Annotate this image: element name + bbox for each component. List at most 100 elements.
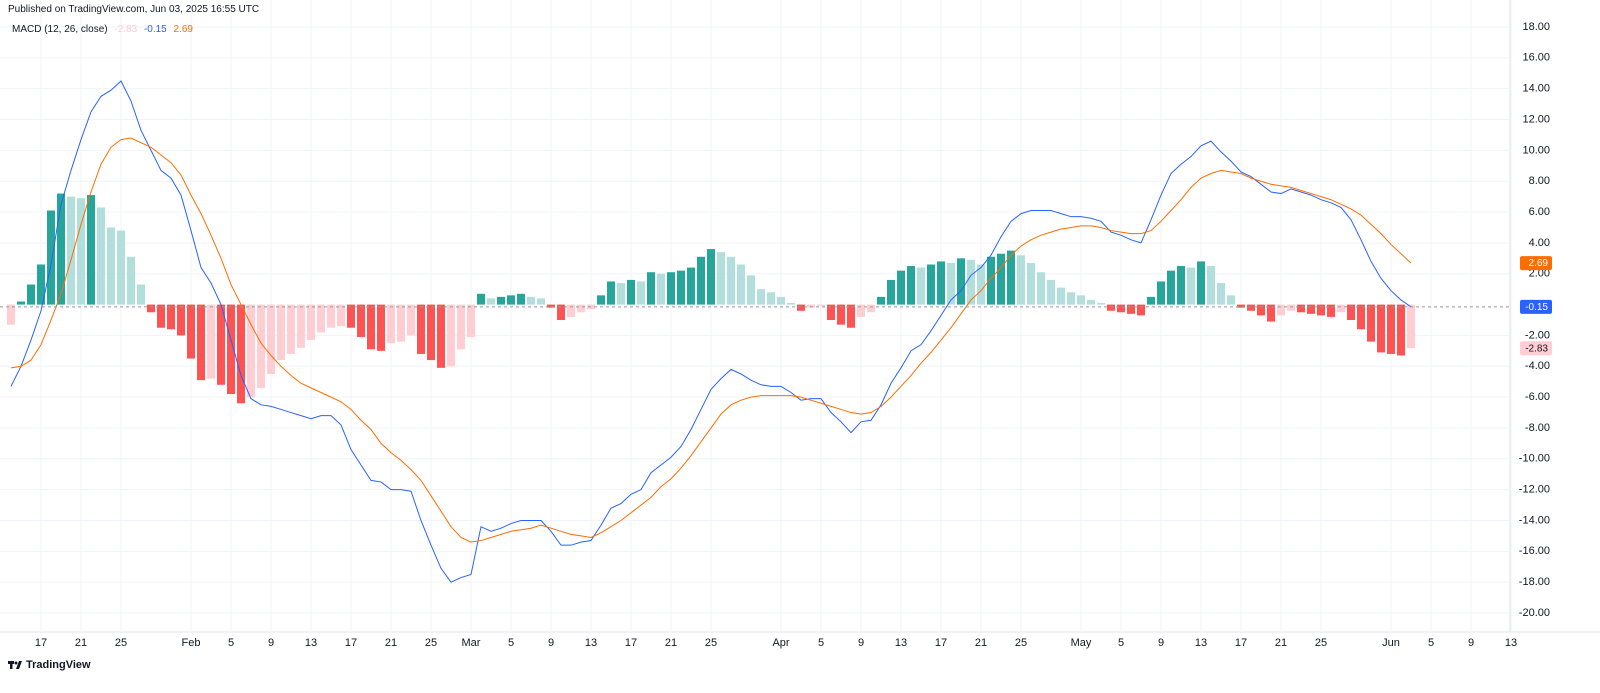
histogram-bar [357, 304, 365, 337]
x-tick-label: 21 [75, 637, 87, 649]
histogram-bar [997, 253, 1005, 305]
histogram-bar [467, 304, 475, 337]
histogram-bar [527, 296, 535, 305]
histogram-bar [597, 295, 605, 305]
histogram-bar [677, 270, 685, 305]
histogram-bar [97, 207, 105, 305]
histogram-bar [1157, 281, 1165, 305]
histogram-bar [1227, 295, 1235, 305]
histogram-bar [757, 289, 765, 305]
histogram-bar [1277, 304, 1285, 316]
histogram-bar [1017, 255, 1025, 305]
histogram [7, 193, 1415, 404]
histogram-bar [1097, 303, 1105, 305]
x-tick-label: 9 [1468, 637, 1474, 649]
x-tick-label: Mar [462, 637, 481, 649]
x-tick-label: 5 [818, 637, 824, 649]
histogram-bar [917, 267, 925, 305]
histogram-bar [1117, 304, 1125, 313]
histogram-bar [307, 304, 315, 341]
x-tick-label: 17 [625, 637, 637, 649]
histogram-bar [707, 249, 715, 305]
x-tick-label: 25 [1315, 637, 1327, 649]
histogram-bar [1327, 304, 1335, 317]
histogram-bar [387, 304, 395, 344]
histogram-bar [1317, 304, 1325, 316]
histogram-bar [517, 293, 525, 305]
histogram-bar [1067, 292, 1075, 305]
line-series [10, 80, 1412, 583]
published-note: Published on TradingView.com, Jun 03, 20… [8, 4, 260, 15]
histogram-bar [547, 304, 555, 308]
x-tick-label: 5 [1118, 637, 1124, 649]
x-tick-label: 13 [1195, 637, 1207, 649]
y-tick-label: -14.00 [1519, 514, 1550, 526]
y-tick-label: 8.00 [1529, 175, 1550, 187]
histogram-bar [1107, 304, 1115, 311]
x-tick-label: 13 [305, 637, 317, 649]
y-tick-label: 2.00 [1529, 268, 1550, 280]
histogram-bar [1357, 304, 1365, 330]
y-tick-label: -8.00 [1525, 422, 1550, 434]
histogram-bar [1407, 304, 1415, 349]
histogram-bar [767, 292, 775, 305]
histogram-bar [317, 304, 325, 333]
histogram-bar [947, 262, 955, 305]
histogram-bar [167, 304, 175, 330]
y-tick-label: -6.00 [1525, 391, 1550, 403]
histogram-bar [157, 304, 165, 328]
histogram-bar [1087, 299, 1095, 305]
price-label-box [1520, 256, 1552, 271]
x-tick-label: 25 [1015, 637, 1027, 649]
y-tick-label: -4.00 [1525, 360, 1550, 372]
histogram-bar [697, 256, 705, 305]
y-tick-label: -20.00 [1519, 607, 1550, 619]
histogram-bar [427, 304, 435, 361]
x-tick-label: 25 [425, 637, 437, 649]
histogram-bar [277, 304, 285, 361]
histogram-bar [217, 304, 225, 385]
histogram-bar [77, 198, 85, 305]
grid [0, 0, 1512, 632]
price-label-box [1520, 341, 1552, 356]
footer-text: TradingView [26, 659, 91, 671]
histogram-bar [657, 273, 665, 305]
histogram-bar [487, 298, 495, 305]
y-tick-label: -2.00 [1525, 329, 1550, 341]
histogram-bar [607, 281, 615, 305]
histogram-bar [1347, 304, 1355, 321]
histogram-bar [117, 230, 125, 305]
histogram-bar [887, 279, 895, 305]
x-tick-label: Jun [1382, 637, 1400, 649]
x-tick-label: 17 [345, 637, 357, 649]
histogram-bar [877, 296, 885, 305]
histogram-bar [787, 303, 795, 305]
x-tick-label: 21 [975, 637, 987, 649]
histogram-bar [147, 304, 155, 313]
histogram-bar [1047, 279, 1055, 305]
histogram-bar [37, 264, 45, 305]
x-tick-label: 5 [1428, 637, 1434, 649]
histogram-bar [1377, 304, 1385, 353]
y-tick-label: 4.00 [1529, 237, 1550, 249]
histogram-bar [927, 264, 935, 305]
histogram-bar [1267, 304, 1275, 322]
histogram-bar [87, 195, 95, 305]
x-tick-label: 13 [895, 637, 907, 649]
histogram-bar [137, 284, 145, 305]
histogram-bar [397, 304, 405, 342]
y-tick-label: 6.00 [1529, 206, 1550, 218]
histogram-bar [17, 301, 25, 305]
histogram-bar [367, 304, 375, 350]
histogram-bar [27, 284, 35, 305]
histogram-bar [567, 304, 575, 317]
histogram-bar [1187, 267, 1195, 305]
x-tick-label: 9 [858, 637, 864, 649]
y-tick-label: -12.00 [1519, 484, 1550, 496]
histogram-bar [617, 282, 625, 305]
histogram-bar [1397, 304, 1405, 356]
histogram-bar [557, 304, 565, 321]
histogram-bar [437, 304, 445, 368]
histogram-bar [297, 304, 305, 348]
y-tick-label: 16.00 [1522, 52, 1550, 64]
